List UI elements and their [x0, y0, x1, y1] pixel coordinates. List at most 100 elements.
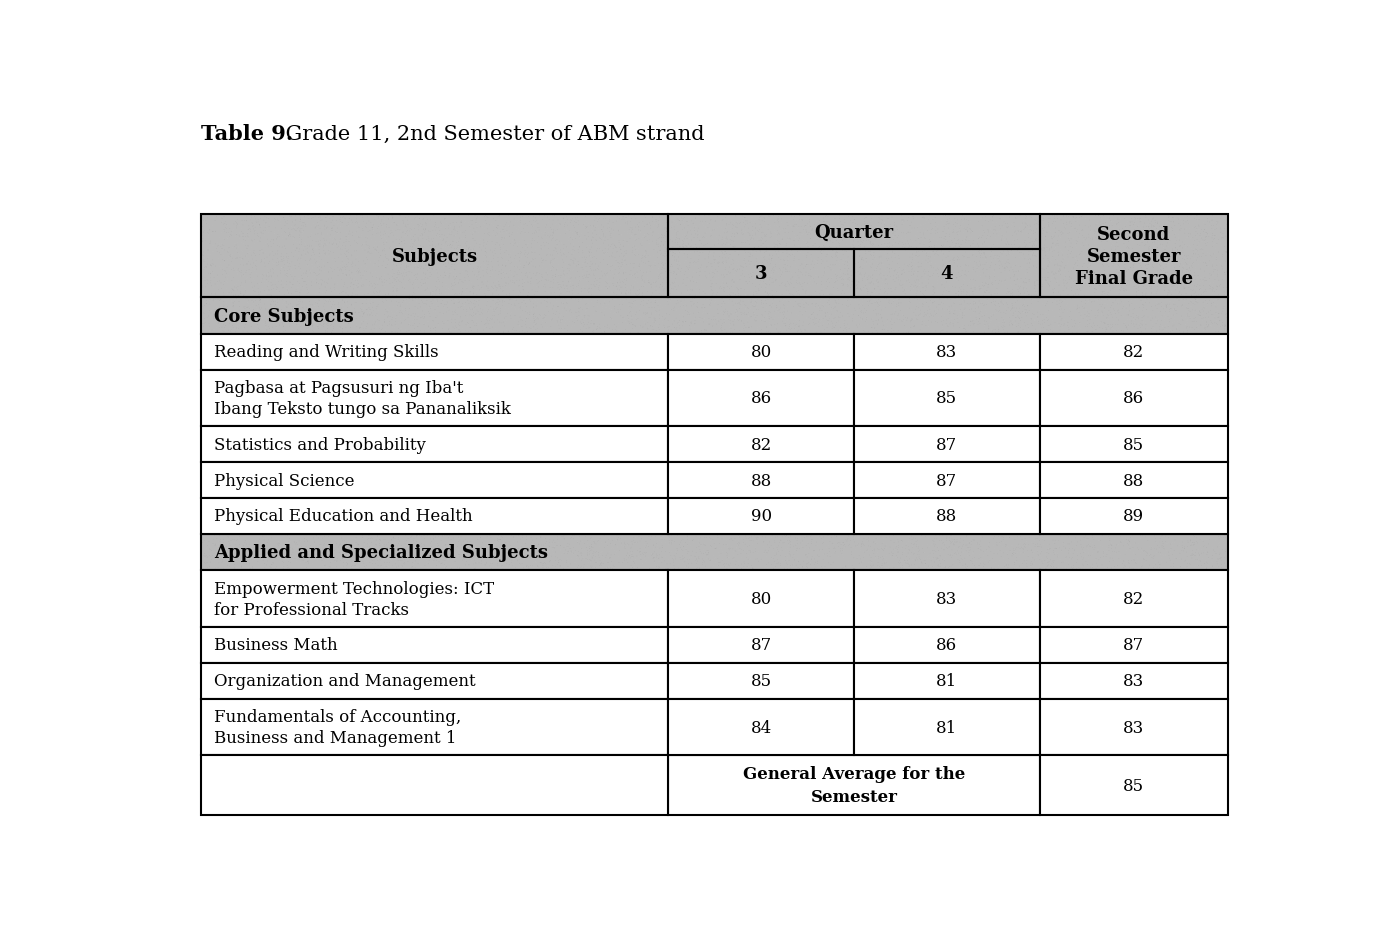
Point	[521, 252, 544, 267]
Point	[312, 543, 335, 558]
Point	[733, 212, 756, 226]
Point	[634, 554, 657, 569]
Point	[938, 531, 960, 546]
Point	[520, 254, 542, 269]
Point	[1089, 247, 1111, 262]
Point	[459, 290, 481, 304]
Point	[272, 310, 294, 325]
Point	[962, 277, 984, 292]
Point	[818, 531, 841, 546]
Point	[1129, 532, 1151, 547]
Point	[1019, 560, 1041, 574]
Point	[1172, 266, 1195, 281]
Point	[1200, 319, 1223, 334]
Point	[864, 232, 887, 247]
Point	[852, 272, 874, 287]
Point	[698, 210, 721, 225]
Point	[301, 243, 323, 258]
Point	[1101, 259, 1124, 274]
Point	[718, 542, 740, 557]
Point	[767, 303, 789, 318]
Point	[736, 535, 758, 549]
Point	[630, 323, 652, 338]
Point	[332, 211, 354, 226]
Point	[742, 275, 764, 290]
Point	[997, 546, 1019, 561]
Point	[956, 528, 979, 543]
Point	[213, 238, 236, 253]
Point	[868, 310, 891, 325]
Point	[898, 239, 920, 254]
Point	[301, 257, 323, 272]
Point	[768, 215, 790, 230]
Point	[704, 292, 726, 307]
Point	[1185, 209, 1207, 224]
Point	[623, 239, 645, 254]
Point	[1072, 312, 1094, 327]
Point	[588, 213, 611, 228]
Point	[290, 562, 312, 577]
Point	[686, 558, 708, 573]
Point	[446, 242, 468, 257]
Point	[859, 227, 881, 242]
Point	[594, 275, 616, 290]
Point	[399, 318, 421, 333]
Point	[592, 220, 615, 235]
Point	[399, 265, 421, 280]
Point	[438, 239, 460, 254]
Point	[774, 302, 796, 316]
Point	[348, 221, 371, 236]
Point	[319, 535, 342, 549]
Point	[205, 210, 227, 225]
Point	[1052, 252, 1075, 267]
Point	[315, 238, 337, 253]
Point	[604, 269, 626, 284]
Point	[1112, 539, 1135, 554]
Point	[197, 226, 219, 241]
Point	[255, 212, 277, 226]
Point	[757, 307, 779, 322]
Point	[774, 237, 796, 251]
Point	[449, 537, 471, 552]
Point	[347, 262, 369, 277]
Point	[828, 239, 850, 254]
Point	[955, 269, 977, 284]
Point	[700, 313, 722, 328]
Point	[201, 245, 223, 260]
Point	[948, 208, 970, 223]
Point	[1004, 215, 1026, 230]
Point	[565, 547, 587, 561]
Point	[493, 555, 516, 570]
Point	[1195, 256, 1217, 271]
Point	[361, 553, 383, 568]
Point	[1207, 274, 1230, 289]
Point	[413, 321, 435, 336]
Point	[396, 305, 418, 320]
Point	[226, 215, 248, 230]
Point	[675, 550, 697, 565]
Point	[1184, 224, 1206, 238]
Point	[836, 279, 859, 294]
Point	[360, 322, 382, 337]
Point	[832, 278, 855, 293]
Point	[492, 280, 514, 295]
Point	[375, 237, 397, 251]
Point	[534, 311, 556, 326]
Point	[914, 253, 937, 268]
Point	[735, 532, 757, 547]
Point	[696, 212, 718, 226]
Point	[549, 227, 572, 242]
Point	[450, 301, 473, 316]
Point	[199, 297, 222, 312]
Point	[378, 542, 400, 557]
Point	[375, 232, 397, 247]
Point	[374, 563, 396, 578]
Point	[629, 226, 651, 240]
Point	[846, 275, 868, 290]
Point	[1089, 245, 1111, 260]
Point	[347, 538, 369, 553]
Point	[329, 553, 351, 568]
Point	[224, 549, 247, 564]
Point	[459, 318, 481, 333]
Point	[654, 299, 676, 314]
